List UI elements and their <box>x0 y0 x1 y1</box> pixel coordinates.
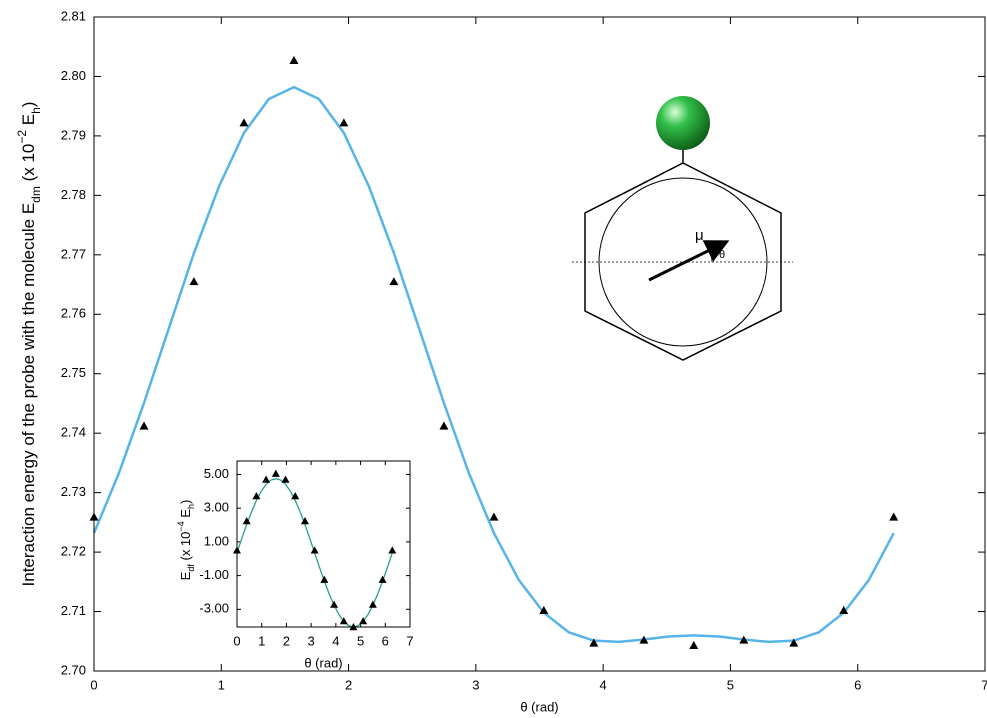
probe-atom <box>656 96 710 150</box>
y-tick-label: 1.00 <box>204 533 229 548</box>
y-tick-label: -3.00 <box>199 601 229 616</box>
data-point <box>389 277 399 286</box>
y-tick-label: 2.81 <box>61 8 86 23</box>
data-point <box>310 546 319 554</box>
data-point <box>330 600 339 608</box>
y-tick-label: 2.78 <box>61 187 86 202</box>
x-tick-label: 5 <box>727 677 734 692</box>
data-point <box>739 635 749 644</box>
data-point <box>242 516 251 525</box>
data-point <box>539 605 549 614</box>
y-tick-label: 2.72 <box>61 544 86 559</box>
y-tick-label: 2.77 <box>61 246 86 261</box>
label-part: −2 <box>15 130 29 144</box>
x-tick-label: 0 <box>90 677 97 692</box>
data-point <box>439 421 449 430</box>
label-part: h <box>29 107 43 114</box>
data-point <box>271 469 280 477</box>
x-tick-label: 4 <box>600 677 607 692</box>
data-point <box>839 605 849 614</box>
x-tick-label: 1 <box>258 633 265 648</box>
y-tick-label: 3.00 <box>204 500 229 515</box>
label-part: (x 10 <box>178 532 193 565</box>
label-part: E <box>178 509 193 522</box>
data-point <box>789 638 799 647</box>
label-part: dm <box>29 186 43 203</box>
label-part: −4 <box>176 521 186 531</box>
angle-arc <box>708 249 713 263</box>
main-plot: 0 1 2 3 4 5 6 7 2.70 2.71 2.72 2.73 2.74 2.75 2.76 2.77… <box>61 8 987 714</box>
data-point <box>388 546 397 554</box>
data-point <box>889 512 899 521</box>
data-point <box>189 277 199 286</box>
x-tick-label: 5 <box>357 633 364 648</box>
data-point <box>378 575 387 583</box>
x-tick-label: 2 <box>283 633 290 648</box>
y-tick-label: -1.00 <box>199 567 229 582</box>
data-point <box>359 617 368 625</box>
data-point <box>339 617 348 625</box>
data-point <box>689 640 699 650</box>
data-point <box>281 475 290 483</box>
x-tick-label: 3 <box>472 677 479 692</box>
y-tick-label: 2.76 <box>61 306 86 321</box>
hexagon <box>584 162 782 361</box>
dipole-arrow <box>648 240 730 282</box>
inset-plot: 0 1 2 3 4 5 6 7 5.00 3.00 1.00 -1.00 -3.00 θ (rad) <box>199 460 414 670</box>
data-point <box>252 492 261 500</box>
label-part: E <box>19 114 38 130</box>
dipole-label: μ <box>695 227 704 244</box>
data-point <box>289 55 299 65</box>
data-point <box>300 516 309 525</box>
x-tick-label: 7 <box>981 677 987 692</box>
plot-frame <box>236 460 411 628</box>
data-point <box>489 512 499 521</box>
label-part: (x 10 <box>19 144 38 187</box>
y-tick-label: 2.80 <box>61 68 86 83</box>
x-axis-label: θ (rad) <box>520 699 558 714</box>
x-tick-label: 7 <box>406 633 413 648</box>
x-tick-label: 1 <box>218 677 225 692</box>
x-tick-label: 6 <box>382 633 389 648</box>
y-tick-label: 2.79 <box>61 127 86 142</box>
data-point <box>291 492 300 500</box>
data-point <box>239 118 249 127</box>
x-tick-label: 3 <box>308 633 315 648</box>
x-axis-label: θ (rad) <box>304 655 342 670</box>
y-axis-label: Interaction energy of the probe with the… <box>15 102 43 587</box>
y-tick-label: 2.71 <box>61 603 86 618</box>
y-tick-label: 2.70 <box>61 662 86 677</box>
inset-background <box>237 461 410 627</box>
label-part: ) <box>178 500 193 504</box>
data-point <box>139 421 149 430</box>
label-part: h <box>186 504 196 509</box>
x-tick-label: 0 <box>233 633 240 648</box>
y-tick-label: 2.75 <box>61 365 86 380</box>
x-tick-label: 6 <box>854 677 861 692</box>
fit-curve <box>92 85 895 644</box>
data-point <box>589 638 599 647</box>
y-tick-label: 5.00 <box>204 466 229 481</box>
data-point <box>262 475 271 483</box>
data-point <box>320 575 329 583</box>
x-tick-label: 4 <box>332 633 339 648</box>
label-part: Interaction energy of the probe with the… <box>19 203 38 587</box>
label-part: E <box>178 571 193 580</box>
plot-frame <box>93 16 986 672</box>
label-part: df <box>186 564 196 572</box>
angle-label: θ <box>719 249 725 261</box>
data-point <box>339 118 349 127</box>
molecule-diagram: μ θ <box>572 96 793 361</box>
y-tick-label: 2.73 <box>61 484 86 499</box>
y-tick-label: 2.74 <box>61 425 86 440</box>
x-tick-label: 2 <box>345 677 352 692</box>
data-point <box>368 600 377 608</box>
ring <box>598 177 768 347</box>
label-part: ) <box>19 102 38 108</box>
inset-y-axis-label: Edf (x 10−4 Eh) <box>176 500 196 581</box>
data-point <box>639 635 649 644</box>
